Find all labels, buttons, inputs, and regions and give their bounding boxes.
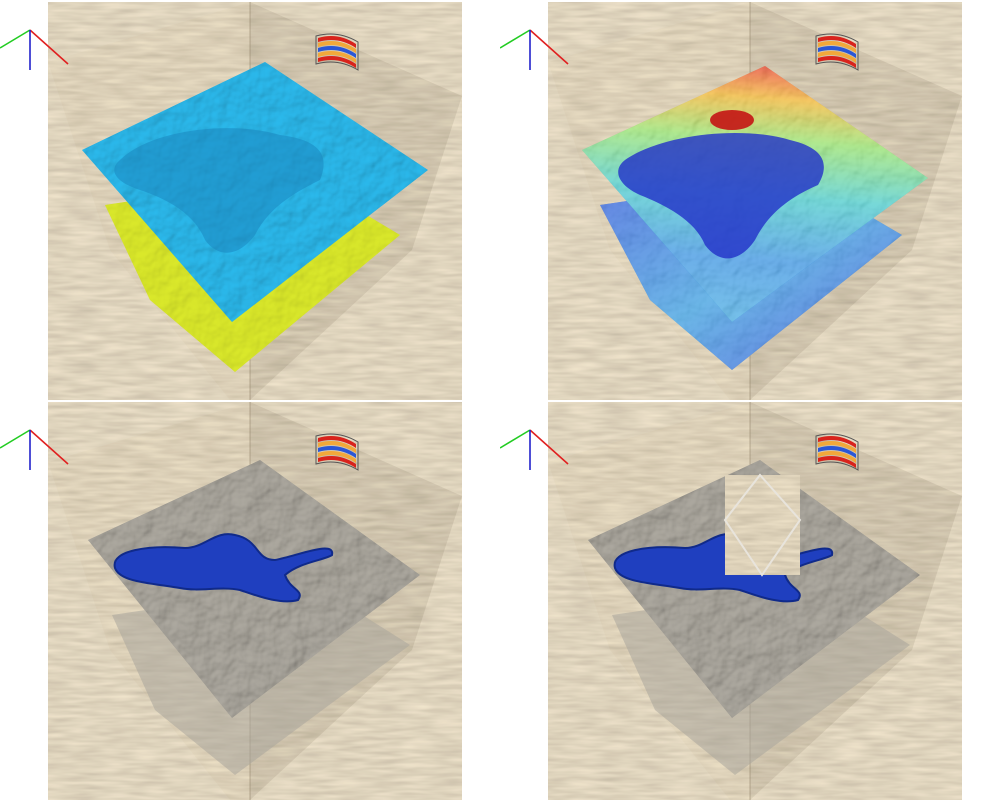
viewport-panel-2[interactable] bbox=[500, 0, 1000, 400]
viewport-3d-scene[interactable] bbox=[0, 0, 500, 400]
geobody-blue[interactable] bbox=[113, 533, 334, 603]
viewport-3d-scene[interactable] bbox=[500, 400, 1000, 800]
colormap-legend-icon[interactable] bbox=[315, 33, 359, 71]
colormap-legend-icon[interactable] bbox=[815, 33, 859, 71]
attribute-high-spot bbox=[710, 110, 754, 130]
viewport-3d-scene[interactable] bbox=[500, 0, 1000, 400]
viewport-panel-1[interactable] bbox=[0, 0, 500, 400]
xyz-axes-icon bbox=[500, 29, 569, 70]
channel-depression bbox=[114, 128, 324, 253]
colormap-legend-icon[interactable] bbox=[315, 433, 359, 471]
xyz-axes-icon bbox=[500, 429, 569, 470]
xyz-axes-icon bbox=[0, 429, 69, 470]
colormap-legend-icon[interactable] bbox=[815, 433, 859, 471]
viewport-panel-4[interactable] bbox=[500, 400, 1000, 800]
xyz-axes-icon bbox=[0, 29, 69, 70]
cutout-outline bbox=[723, 473, 802, 577]
geobody-blue[interactable] bbox=[613, 533, 834, 603]
viewport-panel-3[interactable] bbox=[0, 400, 500, 800]
channel-low-anomaly bbox=[618, 132, 824, 259]
viewport-3d-scene[interactable] bbox=[0, 400, 500, 800]
